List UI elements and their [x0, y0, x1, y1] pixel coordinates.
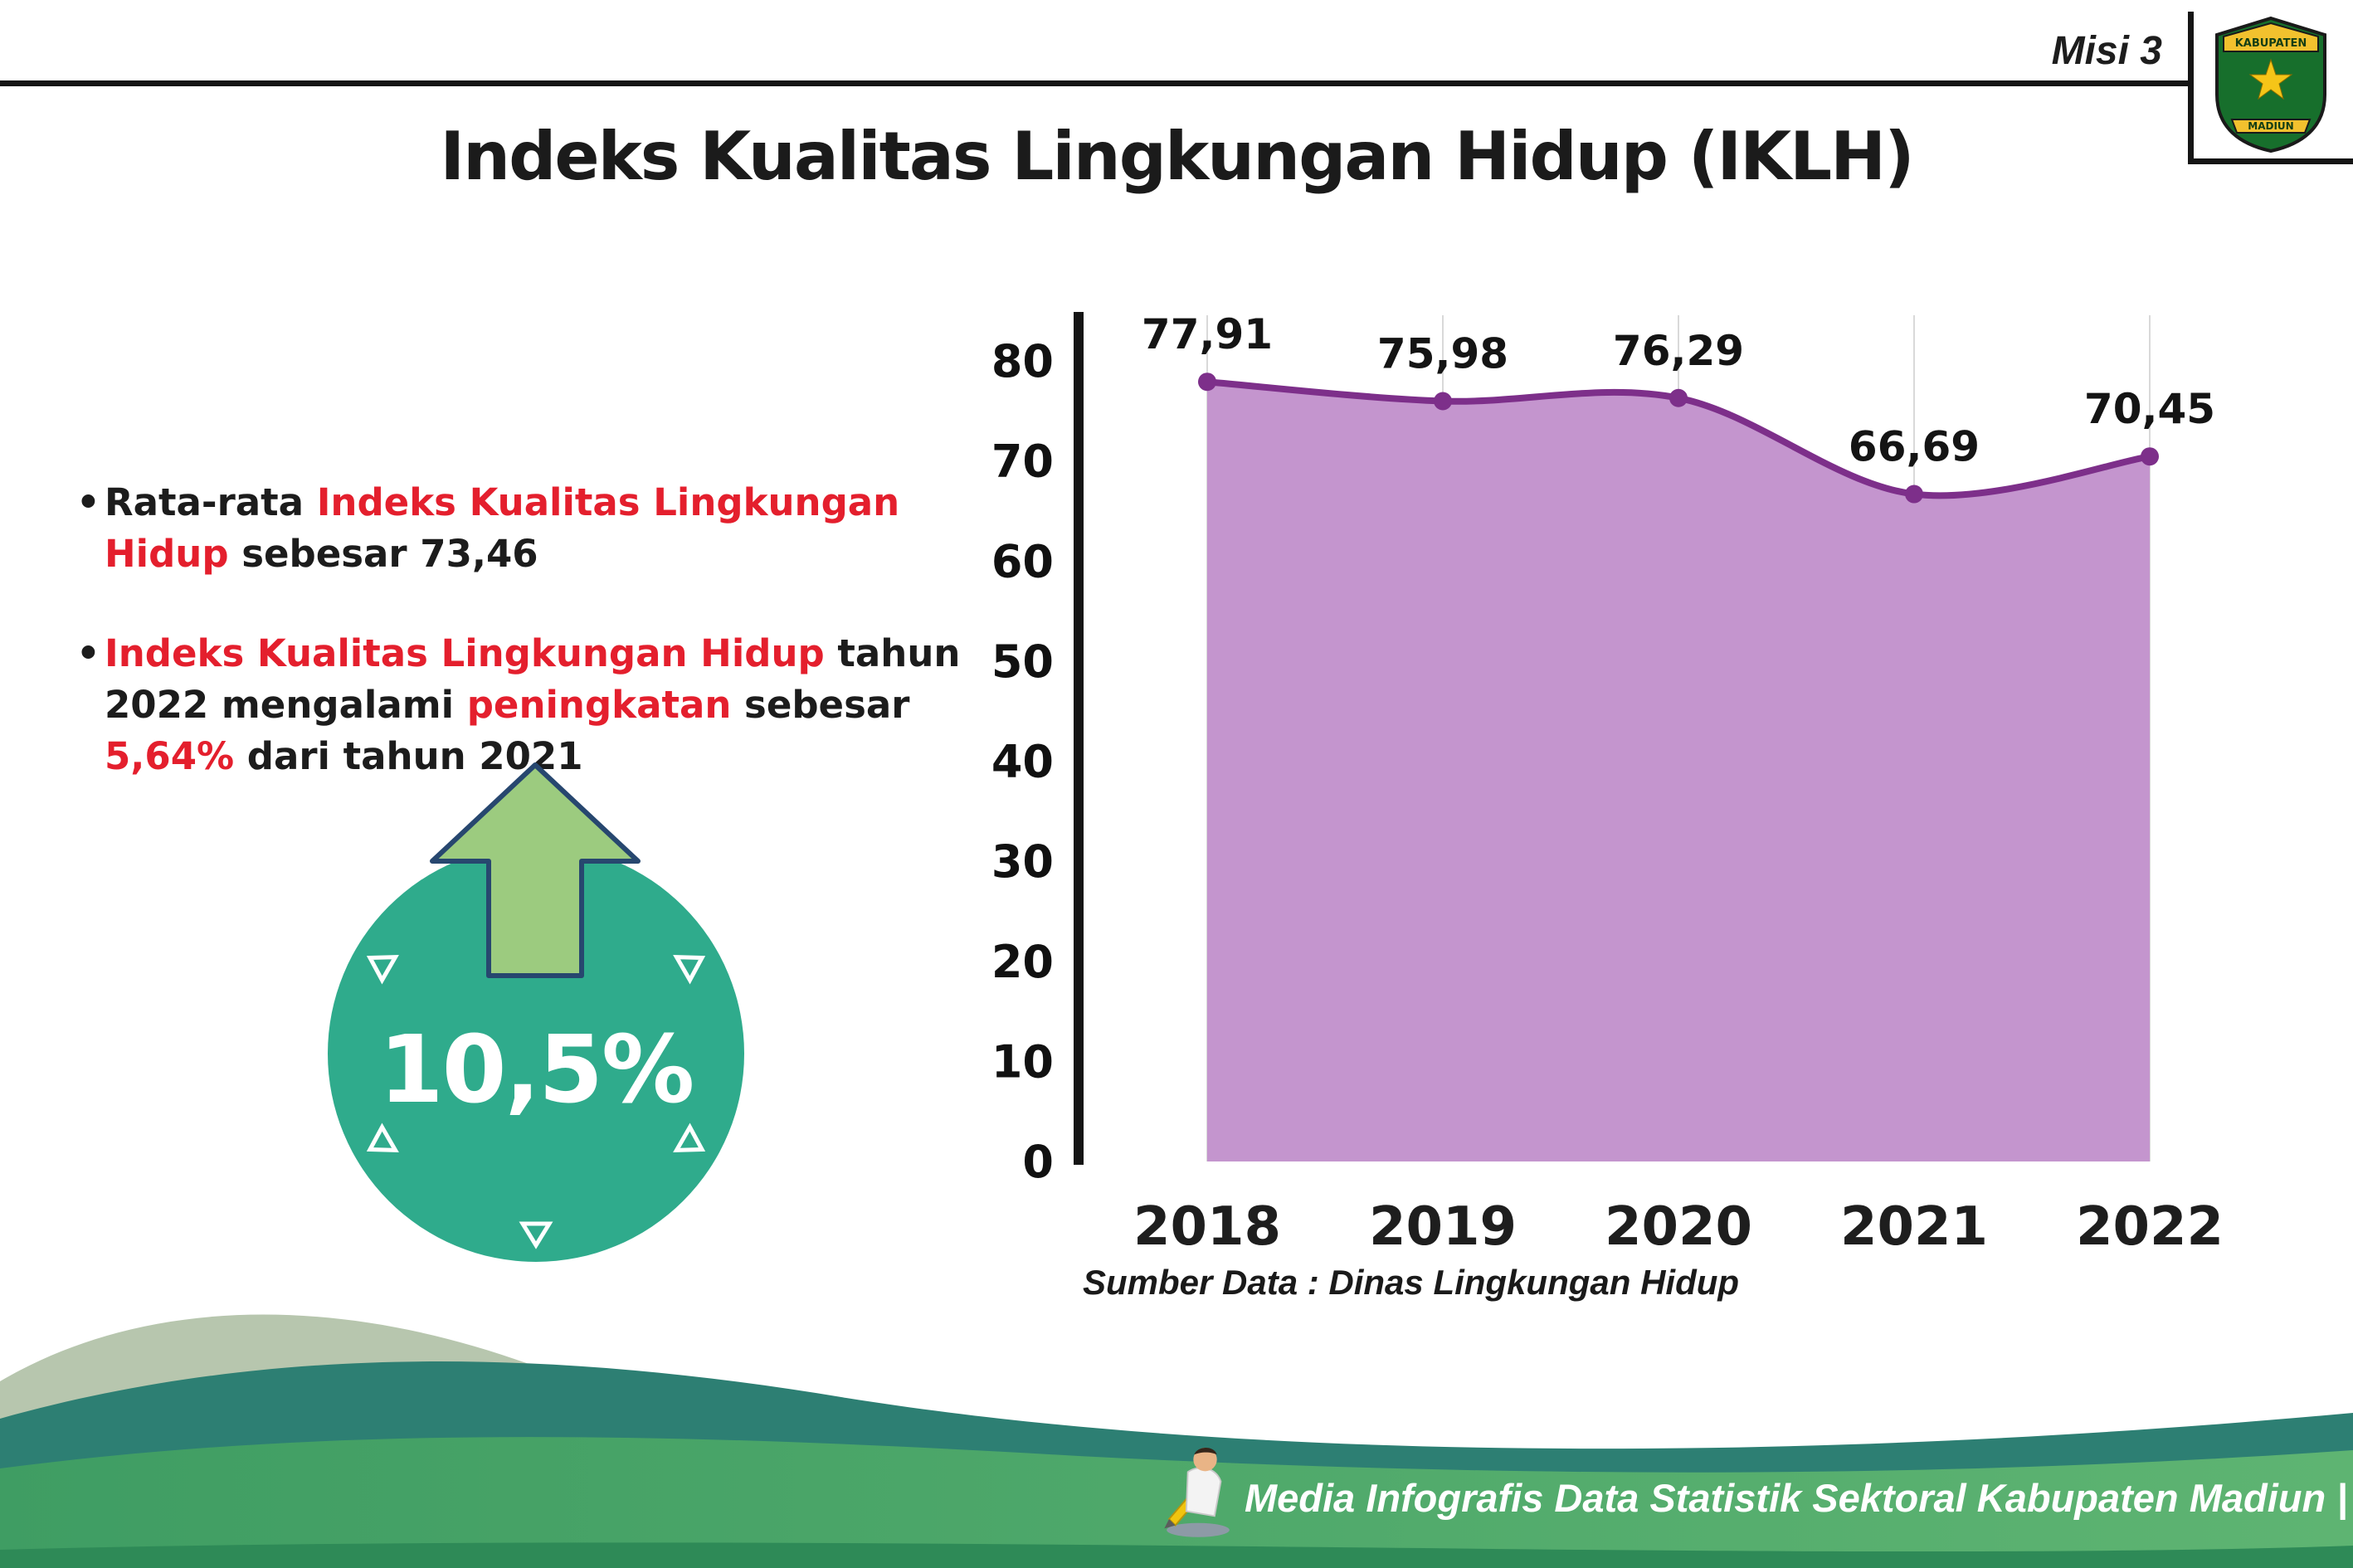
iklh-area-chart-svg: 0 10 20 30 40 50 60 70 80 2018 2019 2020 2021 2022 77,… [991, 310, 2224, 1258]
svg-text:80: 80 [991, 335, 1054, 387]
chart-x-labels: 2018 2019 2020 2021 2022 [1133, 1196, 2224, 1258]
svg-text:40: 40 [991, 736, 1054, 788]
header-rule [0, 80, 2188, 86]
svg-text:76,29: 76,29 [1613, 327, 1744, 375]
bullet-average-iklh: Rata-rata Indeks Kualitas Lingkungan Hid… [76, 477, 1022, 580]
footer-wave-decoration [0, 1314, 2353, 1568]
iklh-area-chart: 0 10 20 30 40 50 60 70 80 2018 2019 2020 2021 2022 77,… [954, 290, 2348, 1286]
logo-bottom-text: MADIUN [2248, 120, 2293, 132]
svg-text:77,91: 77,91 [1142, 310, 1273, 358]
bullet-text-segment: sebesar 73,46 [228, 532, 538, 577]
chart-points [1198, 373, 2159, 504]
misi-label: Misi 3 [2051, 29, 2162, 73]
logo-frame-vertical [2188, 12, 2194, 164]
svg-text:30: 30 [991, 835, 1054, 888]
growth-percentage: 10,5% [378, 1016, 695, 1124]
page-title: Indeks Kualitas Lingkungan Hidup (IKLH) [440, 118, 1914, 195]
svg-text:70,45: 70,45 [2084, 385, 2215, 433]
bullet-text-segment: Indeks Kualitas Lingkungan Hidup [105, 480, 900, 577]
svg-text:2021: 2021 [1840, 1196, 1988, 1258]
bullet-text-segment: sebesar [731, 683, 910, 728]
chart-source-label: Sumber Data : Dinas Lingkungan Hidup [1083, 1263, 1740, 1302]
svg-text:10: 10 [991, 1035, 1054, 1088]
svg-text:70: 70 [991, 436, 1054, 488]
svg-text:2020: 2020 [1605, 1196, 1752, 1258]
bullet-text-segment: Indeks Kualitas Lingkungan Hidup [105, 631, 825, 676]
svg-text:75,98: 75,98 [1377, 329, 1508, 377]
svg-text:0: 0 [1022, 1136, 1054, 1188]
svg-text:60: 60 [991, 535, 1054, 587]
chart-value-labels: 77,91 75,98 76,29 66,69 70,45 [1142, 310, 2215, 470]
svg-text:50: 50 [991, 635, 1054, 688]
bullet-text-segment: 5,64% [105, 734, 235, 779]
svg-text:20: 20 [991, 936, 1054, 988]
bullet-text-segment: Rata-rata [105, 480, 317, 524]
logo-frame-horizontal [2188, 158, 2353, 164]
up-arrow-icon [430, 762, 641, 978]
chart-y-tick-labels: 0 10 20 30 40 50 60 70 80 [991, 335, 1054, 1188]
svg-text:2019: 2019 [1369, 1196, 1517, 1258]
footer-credit: Media Infografis Data Statistik Sektoral… [1245, 1476, 2348, 1520]
summary-bullet-list: Rata-rata Indeks Kualitas Lingkungan Hid… [76, 477, 1022, 830]
svg-text:66,69: 66,69 [1849, 423, 1980, 471]
svg-text:2018: 2018 [1133, 1196, 1281, 1258]
svg-text:2022: 2022 [2076, 1196, 2224, 1258]
mascot-icon [1164, 1448, 1230, 1537]
logo-top-text: KABUPATEN [2235, 37, 2307, 50]
logo-star-icon [2248, 58, 2293, 100]
bullet-text-segment: peningkatan [466, 683, 732, 728]
badge-tick-marks [366, 955, 706, 1249]
kabupaten-madiun-logo-icon: KABUPATEN MADIUN [2215, 16, 2326, 153]
chart-area [1207, 382, 2150, 1161]
bullet-iklh-increase: Indeks Kualitas Lingkungan Hidup tahun 2… [76, 628, 1022, 782]
bullet-text-segment: tahun 2022 mengalami [105, 631, 961, 728]
